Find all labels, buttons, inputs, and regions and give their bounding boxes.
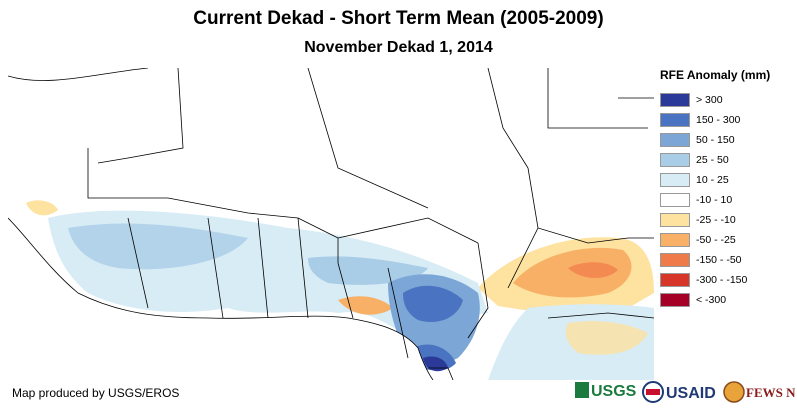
usgs-logo: USGS xyxy=(575,382,637,400)
legend-label: 25 - 50 xyxy=(696,154,729,166)
legend-label: 50 - 150 xyxy=(696,134,735,146)
partner-logos: USGS USAID FEWS NET xyxy=(575,381,797,403)
legend-swatch xyxy=(660,273,690,287)
legend-item: 50 - 150 xyxy=(660,130,797,150)
usaid-logo-text: USAID xyxy=(666,385,716,402)
legend-label: 150 - 300 xyxy=(696,114,741,126)
legend-item: -25 - -10 xyxy=(660,210,797,230)
usaid-seal xyxy=(642,381,664,403)
legend-item: > 300 xyxy=(660,90,797,110)
legend-item: -50 - -25 xyxy=(660,230,797,250)
fewsnet-logo-text: FEWS NET xyxy=(746,385,795,400)
legend-label: < -300 xyxy=(696,294,727,306)
legend-swatch xyxy=(660,213,690,227)
rainfall-anomaly-map xyxy=(8,68,654,380)
legend-label: -150 - -50 xyxy=(696,254,742,266)
legend-label: -10 - 10 xyxy=(696,194,733,206)
legend-swatch xyxy=(660,253,690,267)
legend-item: -300 - -150 xyxy=(660,270,797,290)
legend-swatch xyxy=(660,193,690,207)
legend-item: < -300 xyxy=(660,290,797,310)
fewsnet-logo: FEWS NET xyxy=(723,381,797,403)
legend-swatch xyxy=(660,293,690,307)
legend-label: > 300 xyxy=(696,94,723,106)
legend-label: -300 - -150 xyxy=(696,274,748,286)
legend-label: 10 - 25 xyxy=(696,174,729,186)
legend-items: > 300 150 - 300 50 - 150 25 - 50 10 - 25 -10 … xyxy=(660,90,797,310)
legend-swatch xyxy=(660,233,690,247)
legend-swatch xyxy=(660,93,690,107)
usgs-logo-text: USGS xyxy=(591,383,637,400)
legend-swatch xyxy=(660,173,690,187)
legend-swatch xyxy=(660,113,690,127)
legend-title: RFE Anomaly (mm) xyxy=(660,68,771,82)
legend-item: -150 - -50 xyxy=(660,250,797,270)
map-subtitle: November Dekad 1, 2014 xyxy=(304,39,493,56)
credit-text: Map produced by USGS/EROS xyxy=(12,386,180,400)
country-borders xyxy=(8,68,654,380)
logo-bar: USGS USAID FEWS NET xyxy=(573,378,797,410)
legend-item: 150 - 300 xyxy=(660,110,797,130)
legend-label: -25 - -10 xyxy=(696,214,736,226)
legend-swatch xyxy=(660,153,690,167)
legend-item: -10 - 10 xyxy=(660,190,797,210)
legend: RFE Anomaly (mm) > 300 150 - 300 50 - 150 2… xyxy=(660,68,797,310)
legend-label: -50 - -25 xyxy=(696,234,736,246)
legend-item: 25 - 50 xyxy=(660,150,797,170)
usaid-logo: USAID xyxy=(666,385,716,402)
legend-item: 10 - 25 xyxy=(660,170,797,190)
map-title: Current Dekad - Short Term Mean (2005-20… xyxy=(193,8,604,29)
legend-swatch xyxy=(660,133,690,147)
